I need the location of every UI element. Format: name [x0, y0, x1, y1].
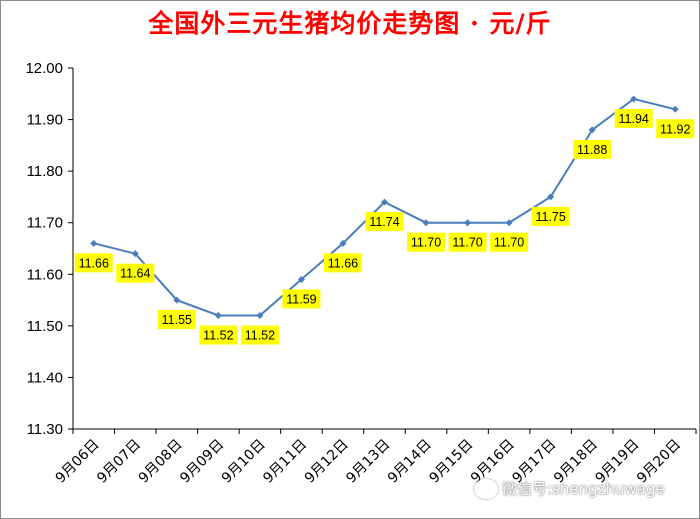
- y-tick-label: 11.50: [27, 318, 63, 335]
- data-label-box: [656, 119, 695, 139]
- data-label-box: [240, 325, 279, 345]
- data-point: [505, 219, 513, 227]
- data-point: [214, 312, 222, 320]
- x-tick-label: 9月09日: [177, 437, 227, 487]
- data-label: 11.88: [577, 143, 607, 157]
- data-label-box: [531, 206, 570, 226]
- data-point: [256, 312, 264, 320]
- data-point: [464, 219, 472, 227]
- x-tick-label: 9月08日: [136, 437, 186, 487]
- data-label: 11.52: [245, 329, 275, 343]
- data-label-box: [448, 232, 487, 252]
- x-tick-label: 9月07日: [94, 437, 144, 487]
- data-label-box: [157, 310, 196, 330]
- data-point: [131, 250, 139, 258]
- data-label: 11.70: [494, 236, 524, 250]
- watermark-text: 微信号:shengzhuwage: [502, 480, 665, 498]
- x-tick-label: 9月15日: [426, 437, 476, 487]
- y-axis-ticks: 11.30 11.40 11.50 11.60 11.70 11.80 11.90 12.00: [25, 60, 73, 438]
- data-point: [90, 239, 98, 247]
- x-tick-label: 9月12日: [302, 437, 352, 487]
- data-point: [173, 296, 181, 304]
- y-tick-label: 11.70: [27, 215, 63, 232]
- y-tick-label: 11.40: [27, 369, 63, 386]
- data-label-box: [490, 232, 529, 252]
- data-labels: 11.66 11.64 11.55 11.52 11.52 11.59 11.66 11.74…: [74, 108, 695, 345]
- data-label-box: [573, 139, 612, 159]
- data-label-box: [407, 232, 446, 252]
- data-point: [297, 275, 305, 283]
- data-point: [339, 239, 347, 247]
- x-tick-label: 9月10日: [219, 437, 269, 487]
- data-label-box: [199, 325, 238, 345]
- data-point: [547, 193, 555, 201]
- data-label-box: [323, 253, 362, 273]
- watermark: 微信号:shengzhuwage: [474, 478, 665, 499]
- data-label: 11.75: [535, 210, 565, 224]
- data-point: [588, 126, 596, 134]
- data-point: [381, 198, 388, 206]
- data-label: 11.55: [162, 313, 192, 327]
- data-label-box: [614, 108, 653, 128]
- data-label-box: [365, 212, 404, 232]
- series-line: [90, 95, 679, 320]
- data-label: 11.52: [203, 329, 233, 343]
- series-path: [93, 97, 676, 317]
- data-label: 11.92: [660, 122, 690, 136]
- data-label-box: [74, 253, 113, 273]
- data-label: 11.59: [286, 292, 316, 306]
- data-label: 11.64: [120, 267, 150, 281]
- data-label: 11.70: [452, 236, 482, 250]
- data-label: 11.94: [619, 112, 649, 126]
- data-label: 11.66: [328, 256, 358, 270]
- chart-title: 全国外三元生猪均价走势图 · 元/斤: [148, 9, 552, 38]
- data-point: [422, 219, 430, 227]
- data-label-box: [282, 289, 321, 309]
- wechat-icon: [474, 478, 498, 499]
- x-tick-label: 9月11日: [260, 437, 310, 487]
- y-tick-label: 11.80: [27, 163, 63, 180]
- y-tick-label: 12.00: [25, 60, 63, 77]
- data-label-box: [116, 263, 155, 283]
- y-tick-label: 11.90: [27, 112, 63, 129]
- data-point: [671, 105, 679, 113]
- data-label: 11.66: [79, 256, 109, 270]
- data-label: 11.70: [411, 236, 441, 250]
- y-tick-label: 11.60: [27, 266, 63, 283]
- y-tick-label: 11.30: [27, 421, 63, 438]
- x-tick-label: 9月13日: [343, 437, 393, 487]
- data-point: [630, 95, 638, 103]
- x-tick-label: 9月06日: [53, 437, 103, 487]
- data-label: 11.74: [369, 215, 399, 229]
- chart-axes: [72, 68, 696, 430]
- x-tick-label: 9月14日: [385, 437, 435, 487]
